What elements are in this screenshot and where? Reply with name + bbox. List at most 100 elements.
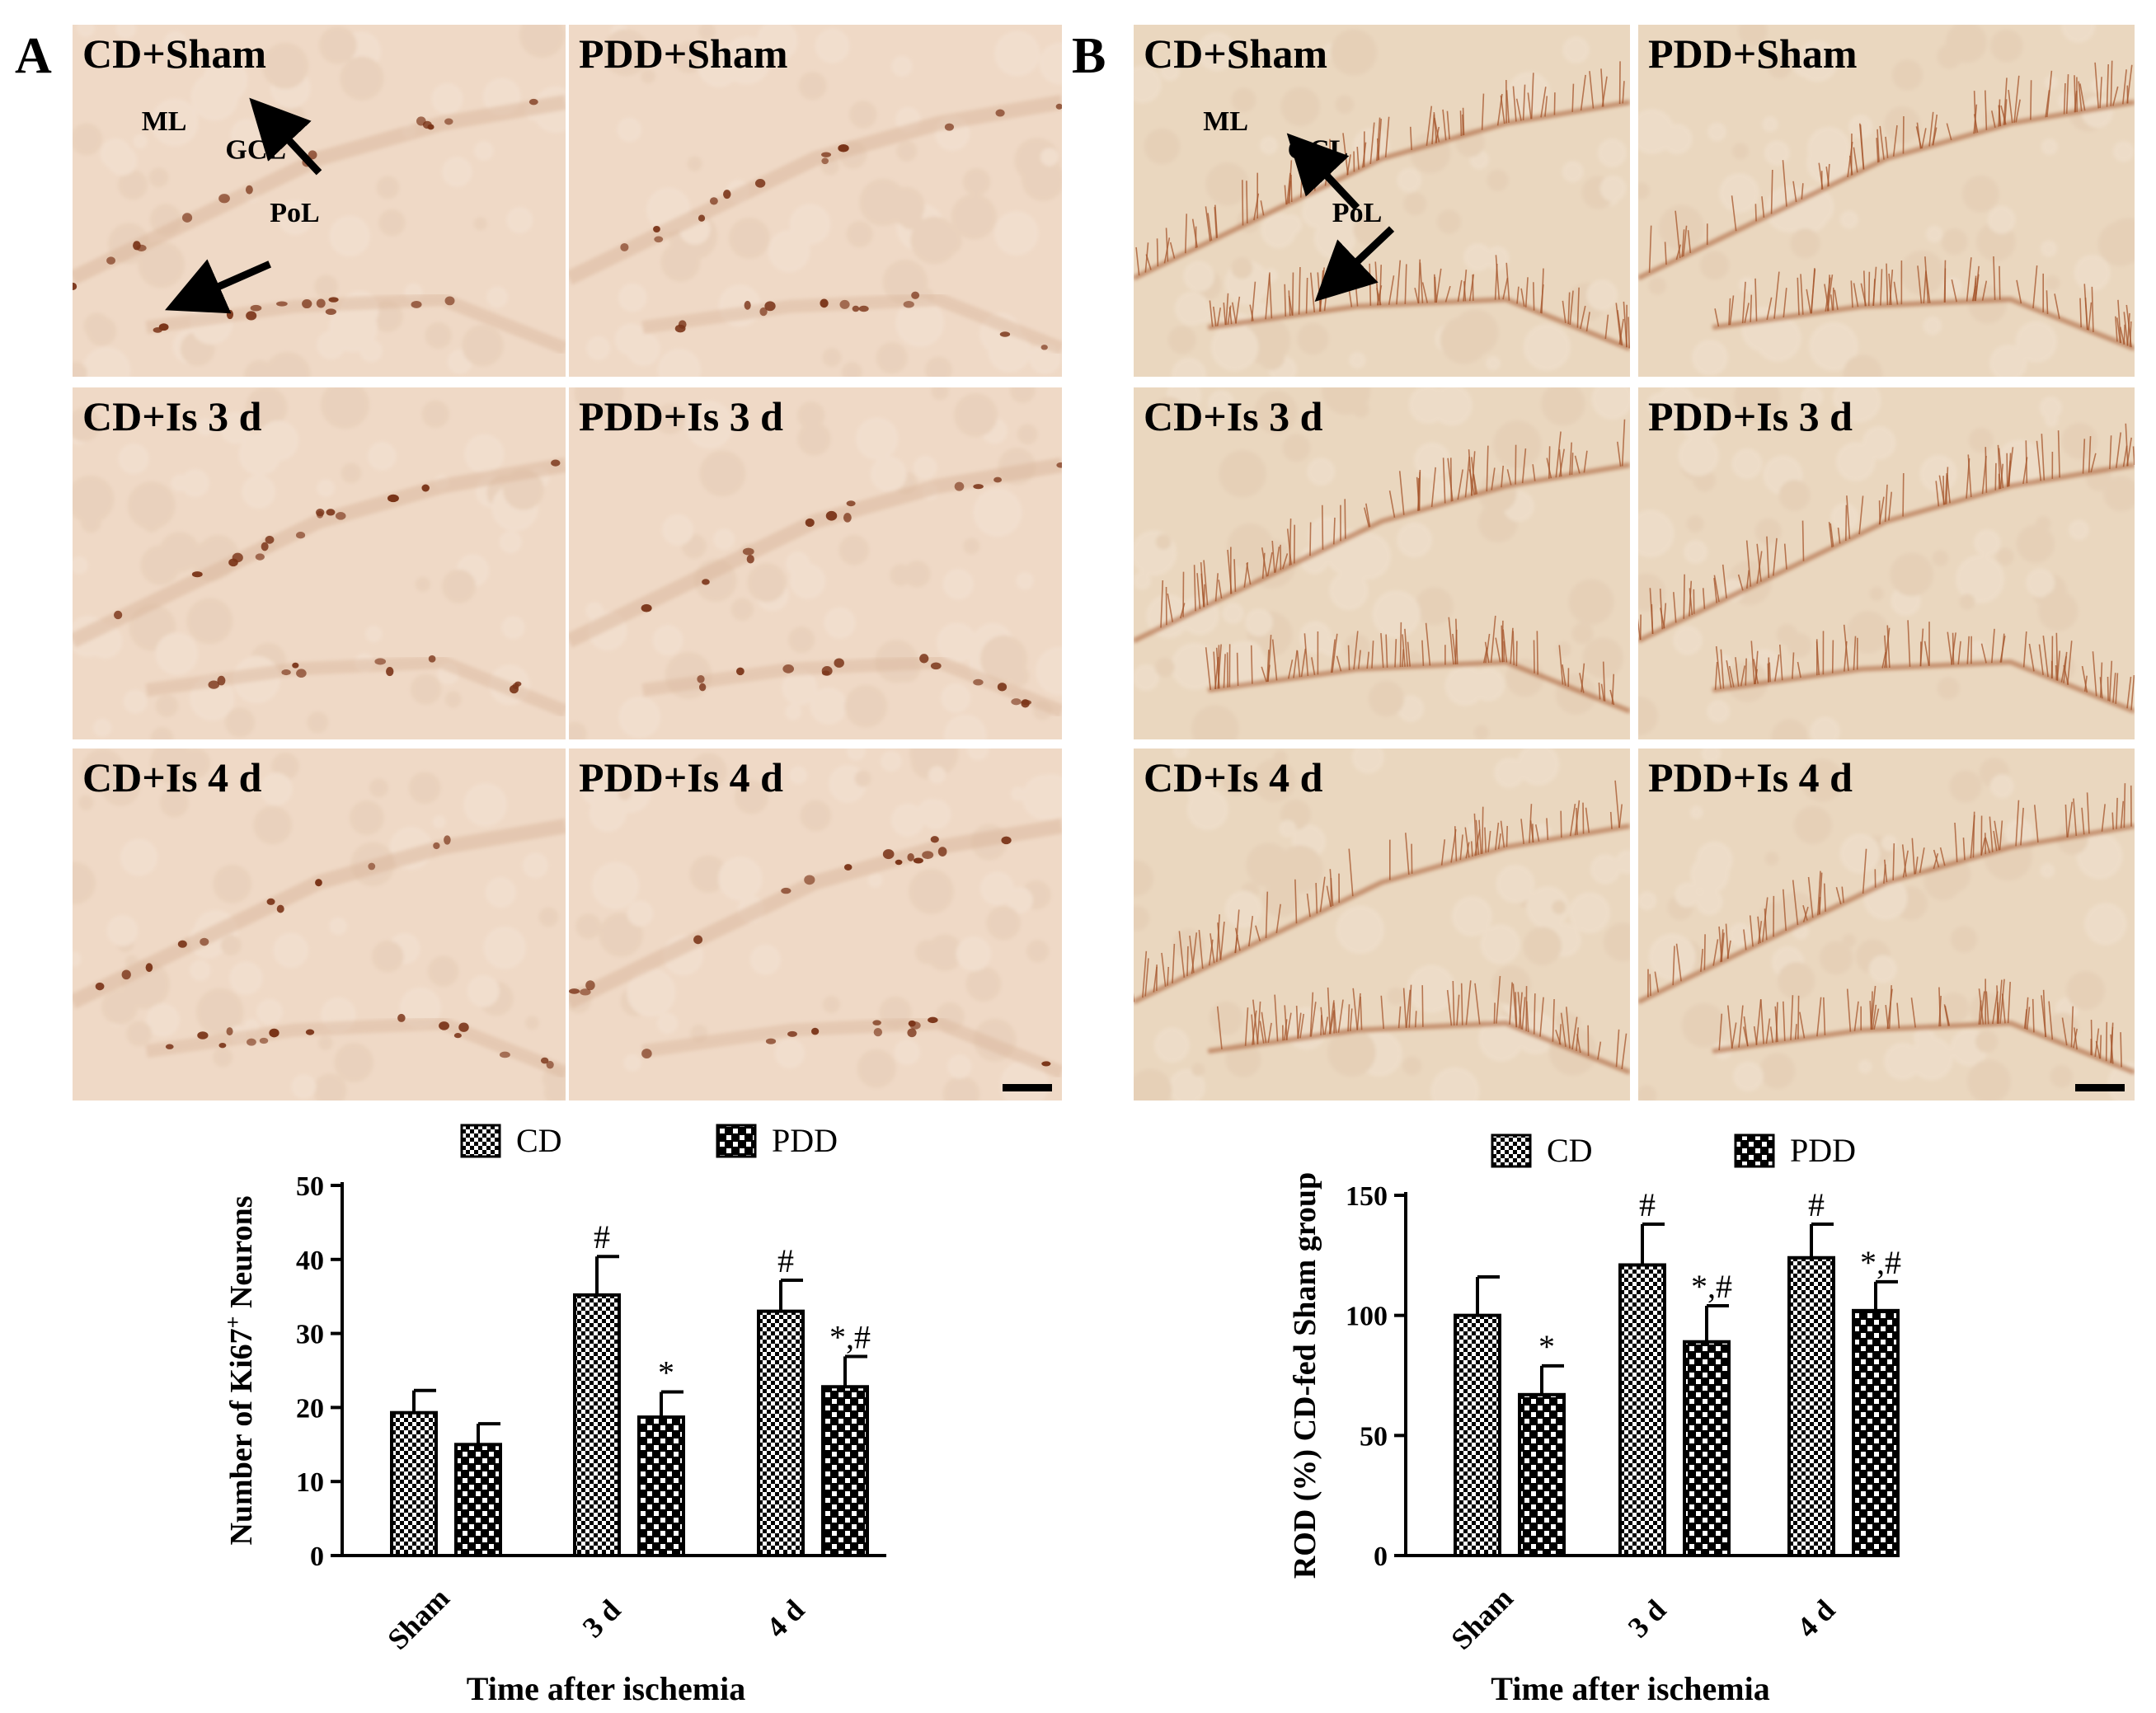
bar <box>456 1444 500 1556</box>
ki67-positive-cell <box>1021 699 1029 707</box>
ki67-positive-cell <box>445 296 455 305</box>
y-axis-label: ROD (%) CD-fed Sham group <box>1288 1172 1322 1579</box>
layer-label: GCL <box>1288 134 1349 165</box>
dcx-dendrite <box>1516 641 1517 667</box>
ki67-positive-cell <box>261 542 269 551</box>
micrograph-grid: AMLGCLPoLCD+Sham PDD+ShamCD+Is 3 d PDD+Is … <box>15 8 2154 1115</box>
ki67-positive-cell <box>895 860 903 865</box>
dcx-dendrite <box>1400 622 1401 667</box>
micrograph-label: PDD+Is 3 d <box>1648 393 1853 439</box>
dcx-dendrite <box>1750 295 1751 322</box>
legend-label: PDD <box>772 1122 838 1159</box>
ki67-positive-cell <box>433 842 439 849</box>
ki67-positive-cell <box>806 519 815 527</box>
panel-letter: A <box>15 28 52 84</box>
ki67-positive-cell <box>764 301 775 311</box>
ki67-positive-cell <box>569 988 580 994</box>
ki67-positive-cell <box>820 299 828 308</box>
ki67-positive-cell <box>585 980 594 990</box>
ki67-positive-cell <box>197 1031 208 1040</box>
ki67-positive-cell <box>787 1031 797 1037</box>
legend-label: CD <box>516 1122 562 1159</box>
ki67-positive-cell <box>907 1028 916 1037</box>
ki67-positive-cell <box>106 256 115 265</box>
layer-label: GCL <box>225 134 286 165</box>
layer-label: PoL <box>270 198 319 228</box>
y-tick-label: 0 <box>1374 1542 1388 1572</box>
ki67-positive-cell <box>847 500 856 506</box>
ki67-positive-cell <box>697 675 704 683</box>
ki67-positive-cell <box>133 241 141 250</box>
ki67-positive-cell <box>782 664 794 673</box>
dcx-dendrite <box>1130 955 1134 1002</box>
ki67-positive-cell <box>267 899 275 905</box>
ki67-positive-cell <box>277 905 284 913</box>
bar <box>1789 1258 1834 1556</box>
ki67-positive-cell <box>302 299 312 308</box>
significance-label: # <box>1639 1186 1656 1223</box>
dcx-dendrite <box>1482 807 1483 854</box>
dcx-dendrite <box>1561 811 1562 838</box>
dcx-dendrite <box>1583 803 1584 834</box>
micrograph-label: CD+Is 4 d <box>82 754 262 800</box>
ki67-positive-cell <box>227 310 233 319</box>
dcx-dendrite <box>1944 260 1945 303</box>
ki67-positive-cell <box>218 1043 226 1048</box>
ki67-positive-cell <box>938 847 947 856</box>
ki67-positive-cell <box>246 185 253 195</box>
ki67-positive-cell <box>995 110 1004 117</box>
ki67-positive-cell <box>747 555 754 564</box>
ki67-positive-cell <box>641 1049 652 1058</box>
dcx-dendrite <box>1953 633 1954 665</box>
significance-label: * <box>1538 1328 1555 1365</box>
ki67-positive-cell <box>281 669 290 675</box>
ki67-positive-cell <box>931 662 942 669</box>
dcx-dendrite <box>2124 783 2125 828</box>
ki67-positive-cell <box>292 663 298 669</box>
micrograph-image: PDD+Is 4 d <box>1637 744 2154 1108</box>
dcx-dendrite <box>2116 798 2117 829</box>
significance-label: *,# <box>1860 1244 1901 1281</box>
micrograph-label: PDD+Is 3 d <box>579 393 783 439</box>
ki67-positive-cell <box>911 292 919 299</box>
tissue-background <box>1638 25 2135 377</box>
micrograph-label: CD+Is 4 d <box>1144 754 1323 800</box>
ki67-positive-cell <box>444 835 451 844</box>
dcx-dendrite <box>1345 499 1346 538</box>
micrograph-image: PDD+Is 3 d <box>562 368 1084 758</box>
micrograph-label: CD+Sham <box>82 31 266 77</box>
ki67-positive-cell <box>182 213 192 223</box>
bar <box>759 1312 803 1556</box>
dcx-dendrite <box>1833 640 1834 673</box>
y-tick-label: 100 <box>1346 1302 1388 1332</box>
micrograph-image: MLGCLPoLCD+Sham <box>1124 25 1630 392</box>
micrograph-image: PDD+Sham <box>569 21 1082 392</box>
ki67-positive-cell <box>702 579 710 584</box>
micrograph-label: CD+Sham <box>1144 31 1327 77</box>
ki67-positive-cell <box>510 685 519 693</box>
dcx-dendrite <box>1537 631 1538 674</box>
ki67-positive-cell <box>641 604 652 612</box>
legend-label: PDD <box>1790 1132 1856 1169</box>
dcx-dendrite <box>1769 662 1770 682</box>
ki67-positive-cell <box>910 1021 921 1030</box>
layer-label: ML <box>142 106 187 137</box>
ki67-positive-cell <box>397 1014 406 1022</box>
ki67-positive-cell <box>146 963 153 972</box>
dcx-dendrite <box>2056 665 2057 680</box>
micrograph-label: PDD+Is 4 d <box>579 754 783 800</box>
bar-chart: 050100150ROD (%) CD-fed Sham groupTime a… <box>1288 1132 1901 1707</box>
ki67-positive-cell <box>821 152 831 157</box>
ki67-positive-cell <box>620 243 628 251</box>
ki67-positive-cell <box>834 659 843 668</box>
micrograph-label: PDD+Sham <box>1648 31 1858 77</box>
ki67-positive-cell <box>853 306 860 312</box>
dcx-dendrite <box>1310 523 1311 556</box>
micrograph-image: CD+Is 3 d <box>67 380 566 749</box>
significance-label: *,# <box>1691 1268 1732 1305</box>
ki67-positive-cell <box>374 658 386 664</box>
ki67-positive-cell <box>454 1033 462 1038</box>
ki67-positive-cell <box>698 215 705 222</box>
bar <box>1455 1316 1500 1556</box>
bar <box>392 1413 436 1556</box>
